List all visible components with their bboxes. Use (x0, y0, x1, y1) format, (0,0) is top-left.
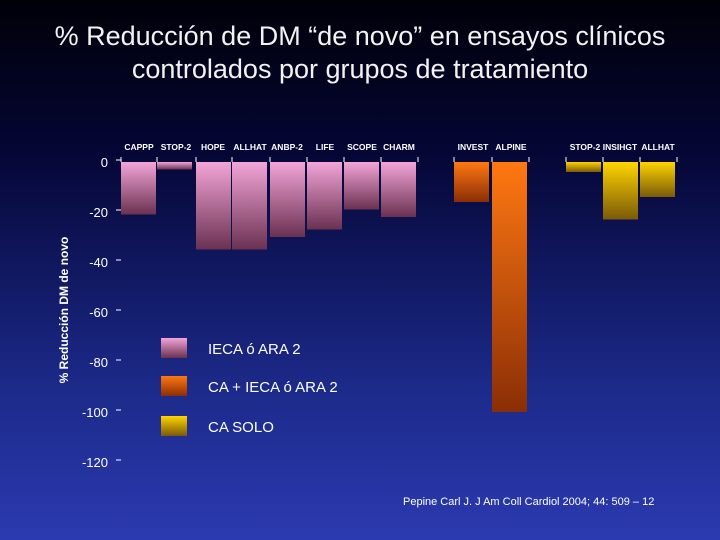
bar-cappp (121, 162, 156, 215)
category-label: SCOPE (347, 142, 377, 152)
bar-anbp-2 (270, 162, 305, 237)
y-tick-label: -60 (89, 305, 108, 320)
legend-swatch-ca_ieca (161, 376, 187, 396)
bar-allhat (640, 162, 675, 197)
bar-charm (381, 162, 416, 217)
category-label: ALLHAT (641, 142, 675, 152)
bar-stop-2 (566, 162, 601, 172)
bar-insihgt (603, 162, 638, 220)
category-label: ANBP-2 (271, 142, 303, 152)
legend-swatch-ca (161, 416, 187, 436)
bar-alpine (492, 162, 527, 412)
category-label: STOP-2 (570, 142, 601, 152)
category-label: INSIHGT (603, 142, 638, 152)
y-tick-label: -120 (82, 455, 108, 470)
y-tick-label: -100 (82, 405, 108, 420)
citation: Pepine Carl J. J Am Coll Cardiol 2004; 4… (403, 496, 655, 508)
category-label: LIFE (316, 142, 335, 152)
category-label: CAPPP (124, 142, 154, 152)
y-tick-label: -20 (89, 205, 108, 220)
y-axis-label: % Reducción DM de novo (57, 237, 71, 384)
category-label: HOPE (201, 142, 225, 152)
legend-swatch-ieca (161, 338, 187, 358)
bar-life (307, 162, 342, 230)
bar-scope (344, 162, 379, 210)
category-label: CHARM (383, 142, 415, 152)
y-tick-label: -80 (89, 355, 108, 370)
legend-label-ca_ieca: CA + IECA ó ARA 2 (208, 379, 338, 396)
category-label: STOP-2 (161, 142, 192, 152)
slide-title: % Reducción de DM “de novo” en ensayos c… (54, 21, 666, 84)
y-tick-label: -40 (89, 255, 108, 270)
category-label: ALPINE (495, 142, 527, 152)
bar-stop-2 (157, 162, 192, 170)
category-label: INVEST (458, 142, 490, 152)
legend-label-ieca: IECA ó ARA 2 (208, 341, 301, 358)
bar-hope (196, 162, 231, 250)
y-tick-label: 0 (101, 155, 108, 170)
bar-allhat (232, 162, 267, 250)
bar-invest (454, 162, 489, 202)
legend-label-ca: CA SOLO (208, 419, 274, 436)
category-label: ALLHAT (233, 142, 267, 152)
